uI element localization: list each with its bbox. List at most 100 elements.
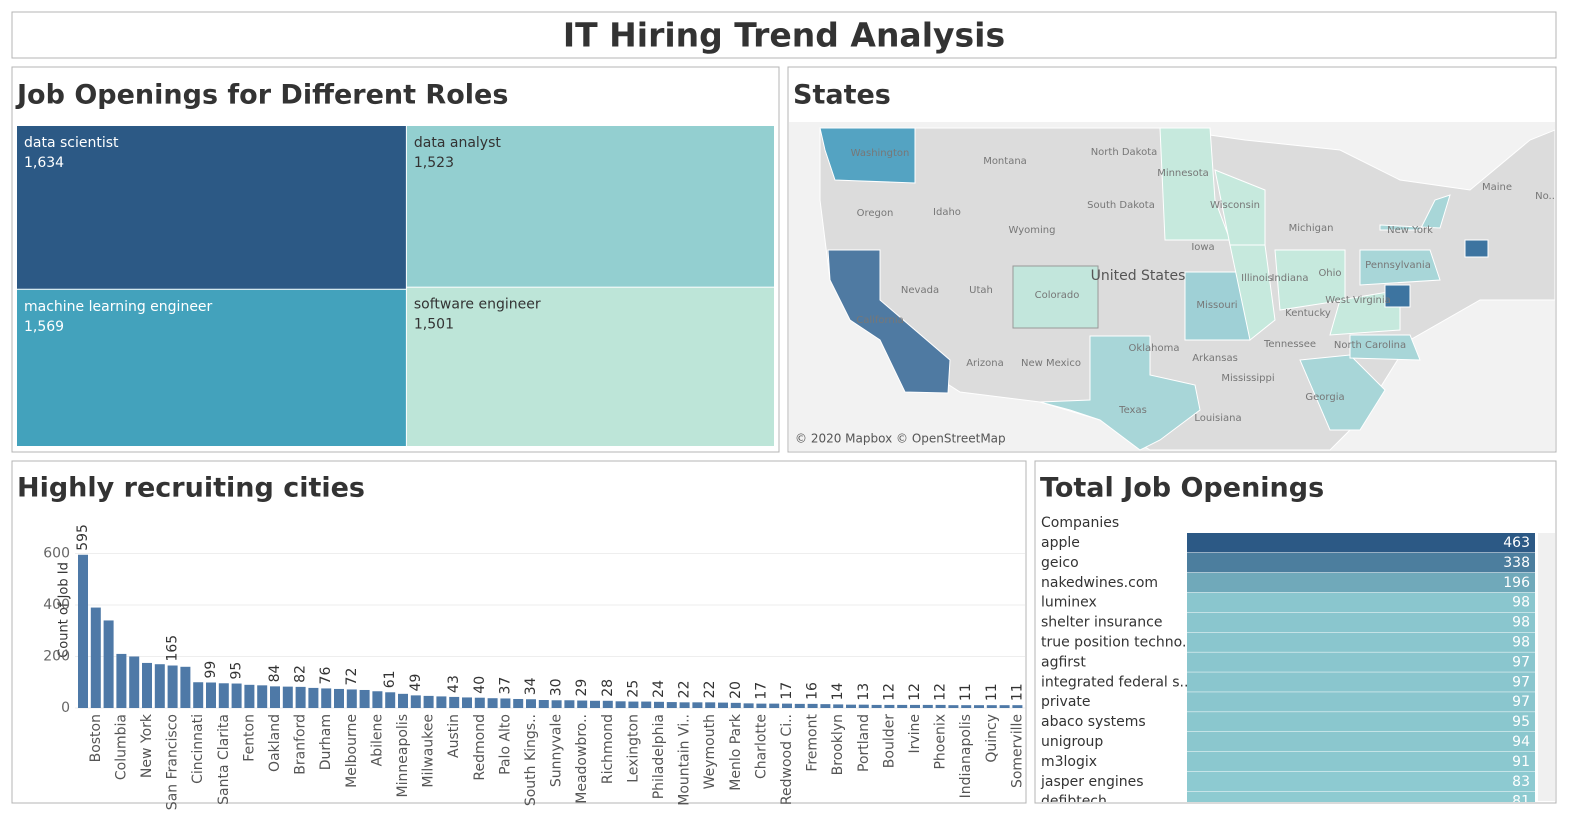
- cell-value: 196: [1503, 575, 1530, 591]
- bar: [129, 656, 140, 708]
- map-label: Arizona: [966, 358, 1004, 369]
- bar: [90, 607, 101, 708]
- bar: [346, 689, 357, 708]
- data-label: 12: [933, 683, 949, 701]
- data-label: 37: [497, 677, 513, 695]
- bar: [193, 682, 204, 708]
- row-label: luminex: [1041, 595, 1097, 611]
- data-label: 29: [574, 679, 590, 697]
- bar: [756, 703, 767, 708]
- bar: [564, 700, 575, 708]
- title-box: [11, 11, 1557, 59]
- state-shape: [1299, 354, 1386, 431]
- x-tick-label: Redwood Ci..: [779, 714, 795, 805]
- cell-value: 94: [1512, 734, 1530, 750]
- state-shape: [1012, 265, 1099, 329]
- map-attribution: © 2020 Mapbox © OpenStreetMap: [795, 432, 1006, 446]
- map-label: Kentucky: [1285, 308, 1331, 319]
- x-tick-label: Abilene: [369, 714, 385, 766]
- data-label: 34: [523, 677, 539, 695]
- data-label: 24: [651, 680, 667, 698]
- map-label: California: [856, 315, 904, 326]
- data-label: 12: [907, 683, 923, 701]
- row-label: m3logix: [1041, 754, 1097, 770]
- bar: [462, 697, 472, 708]
- x-tick-label: Santa Clarita: [216, 714, 232, 805]
- x-tick-label: Meadowbro..: [574, 714, 590, 804]
- cell-value: 98: [1512, 595, 1530, 611]
- data-label: 82: [293, 665, 309, 683]
- x-tick-label: Cincinnati: [190, 714, 206, 784]
- table-cell: [1187, 732, 1535, 752]
- treemap-cell: [406, 287, 774, 446]
- map-label: No..: [1535, 191, 1555, 202]
- table-cell: [1187, 612, 1535, 632]
- table-cell: [1187, 632, 1535, 652]
- state-shape: [827, 249, 951, 394]
- bar: [551, 700, 562, 708]
- row-label: abaco systems: [1041, 714, 1146, 730]
- map-label: Pennsylvania: [1365, 260, 1431, 271]
- x-tick-label: Oakland: [267, 714, 283, 772]
- data-label: 11: [958, 683, 974, 701]
- data-label: 11: [1009, 683, 1025, 701]
- row-label: agfirst: [1041, 654, 1086, 670]
- bar: [858, 704, 869, 708]
- map-label: Tennessee: [1263, 339, 1316, 350]
- map-label: Ohio: [1318, 268, 1341, 279]
- panel-title: Highly recruiting cities: [17, 473, 365, 504]
- map-label: North Dakota: [1091, 147, 1158, 158]
- map-label: Nevada: [901, 285, 939, 296]
- map-label: Wisconsin: [1210, 200, 1260, 211]
- x-tick-label: Branford: [293, 714, 309, 775]
- bar: [1012, 705, 1023, 708]
- row-label: jasper engines: [1040, 774, 1144, 790]
- bar: [538, 700, 549, 708]
- table-header: Companies: [1041, 515, 1119, 531]
- map-label: Missouri: [1196, 300, 1237, 311]
- bar: [282, 686, 293, 708]
- map-label: Indiana: [1271, 273, 1308, 284]
- x-tick-label: Minneapolis: [395, 714, 411, 797]
- bar: [884, 704, 895, 708]
- x-tick-label: Portland: [856, 714, 872, 772]
- bar: [961, 705, 972, 708]
- data-label: 25: [625, 680, 641, 698]
- data-label: 28: [600, 679, 616, 697]
- cell-label: machine learning engineer: [24, 299, 213, 315]
- row-label: apple: [1041, 535, 1080, 551]
- map-label: Texas: [1118, 405, 1147, 416]
- map: Washington Montana North Dakota Minnesota Wi…: [789, 122, 1555, 451]
- x-tick-label: Redmond: [472, 714, 488, 781]
- bar: [270, 686, 280, 708]
- bar: [436, 696, 447, 708]
- bar: [922, 704, 933, 708]
- x-tick-label: Philadelphia: [651, 714, 667, 799]
- cell-value: 83: [1512, 774, 1530, 790]
- data-label: 84: [267, 664, 283, 682]
- bar: [577, 700, 588, 708]
- row-label: defibtech: [1041, 794, 1107, 810]
- x-tick-label: Phoenix: [933, 714, 949, 770]
- bar: [782, 703, 792, 708]
- data-label: 22: [677, 681, 693, 699]
- map-label: Montana: [983, 156, 1027, 167]
- x-tick-label: Fremont: [805, 714, 821, 772]
- data-label: 43: [446, 675, 462, 693]
- cell-value: 1,634: [24, 155, 64, 171]
- x-tick-label: Columbia: [113, 714, 129, 780]
- bar: [602, 700, 613, 708]
- cell-value: 463: [1503, 535, 1530, 551]
- bar: [513, 698, 524, 708]
- map-label: North Carolina: [1334, 340, 1406, 351]
- row-label: nakedwines.com: [1041, 575, 1158, 591]
- map-label: Wyoming: [1009, 225, 1056, 236]
- state-shape: [1159, 127, 1231, 241]
- bar: [730, 702, 741, 708]
- bar: [666, 702, 677, 708]
- bar: [679, 702, 690, 708]
- bar: [116, 653, 127, 708]
- treemap-cell: [17, 126, 406, 289]
- table-cell: [1187, 771, 1535, 792]
- y-tick-label: 600: [43, 545, 70, 561]
